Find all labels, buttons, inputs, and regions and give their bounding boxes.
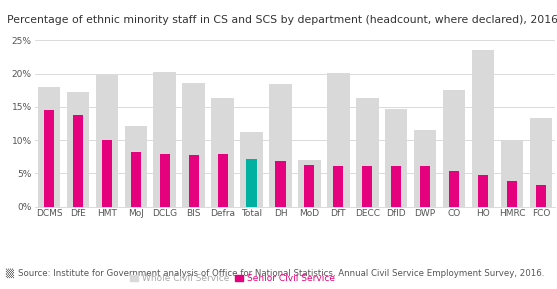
Bar bbox=[153, 72, 176, 207]
Bar bbox=[333, 166, 344, 207]
Bar bbox=[240, 132, 263, 207]
Bar bbox=[391, 166, 401, 207]
Bar bbox=[102, 140, 112, 207]
Bar bbox=[298, 160, 321, 207]
Bar bbox=[125, 126, 147, 207]
Bar bbox=[449, 171, 459, 207]
Bar bbox=[211, 98, 234, 207]
Bar bbox=[189, 155, 199, 207]
Bar bbox=[530, 118, 552, 207]
Bar bbox=[44, 110, 54, 207]
Bar bbox=[472, 51, 494, 207]
Bar bbox=[246, 159, 257, 207]
Bar bbox=[304, 165, 315, 207]
Legend: Whole Civil Service, Senior Civil Service: Whole Civil Service, Senior Civil Servic… bbox=[130, 274, 335, 283]
Bar bbox=[269, 84, 292, 207]
Text: Percentage of ethnic minority staff in CS and SCS by department (headcount, wher: Percentage of ethnic minority staff in C… bbox=[7, 14, 557, 25]
Bar bbox=[478, 175, 488, 207]
Bar bbox=[218, 154, 228, 207]
Text: ▒: ▒ bbox=[6, 268, 13, 278]
Bar bbox=[38, 87, 60, 207]
Bar bbox=[501, 140, 523, 207]
Bar bbox=[443, 90, 465, 207]
Bar bbox=[73, 115, 83, 207]
Bar bbox=[275, 162, 286, 207]
Bar bbox=[160, 154, 170, 207]
Bar bbox=[182, 83, 205, 207]
Bar bbox=[96, 75, 118, 207]
Bar bbox=[356, 98, 379, 207]
Bar bbox=[131, 152, 141, 207]
Bar bbox=[362, 166, 372, 207]
Bar bbox=[385, 109, 408, 207]
Bar bbox=[420, 166, 430, 207]
Bar bbox=[414, 129, 437, 207]
Bar bbox=[67, 92, 89, 207]
Bar bbox=[536, 185, 546, 207]
Bar bbox=[327, 73, 350, 207]
Bar bbox=[507, 181, 517, 207]
Text: Source: Institute for Government analysis of Office for National Statistics, Ann: Source: Institute for Government analysi… bbox=[18, 269, 544, 278]
